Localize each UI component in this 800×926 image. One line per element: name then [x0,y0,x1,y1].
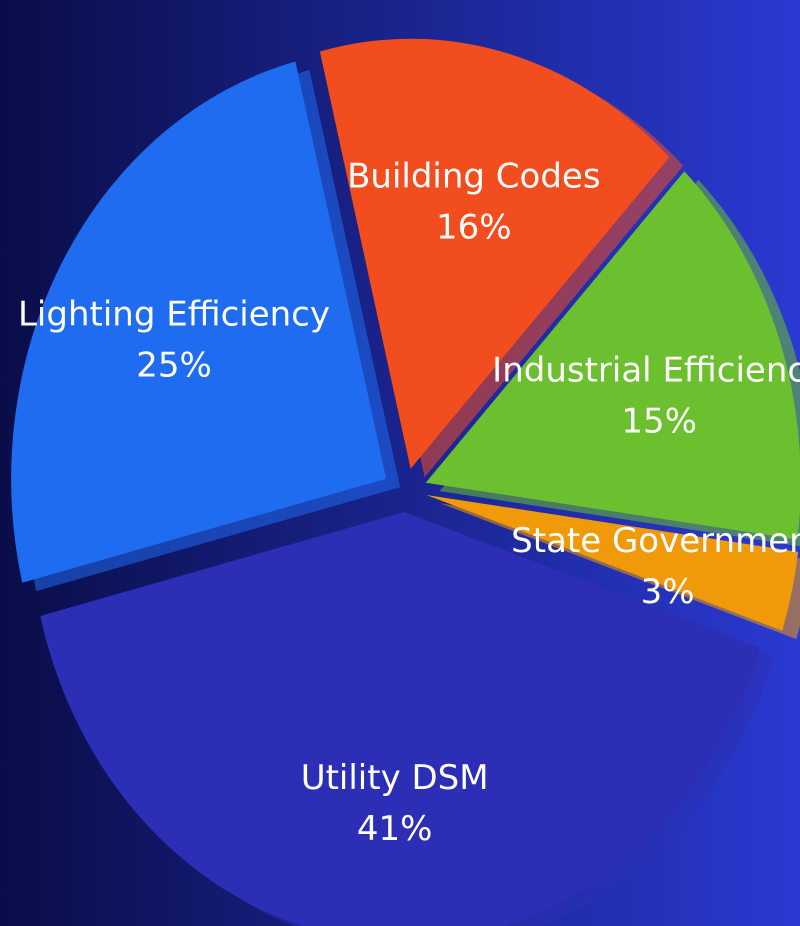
value-label: 16% [436,208,512,248]
value-label: 41% [357,809,433,849]
slice [426,494,799,631]
value-label: 3% [641,572,695,612]
labels: Building Codes 16% Industrial Efficiency 15… [18,157,800,849]
category-label: State Government [511,521,800,561]
slice [11,61,387,583]
slice-label: Utility DSM 41% [301,758,489,849]
pie [11,38,800,926]
slice-label: State Government 3% [511,521,800,612]
category-label: Lighting Efficiency [18,295,330,335]
category-label: Building Codes [347,157,601,197]
slice-label: Lighting Efficiency 25% [18,295,330,386]
slice [319,38,670,469]
value-label: 15% [621,402,697,442]
slice-side [440,503,800,640]
slice-label: Industrial Efficiency 15% [492,351,800,442]
slice-label: Building Codes 16% [347,157,601,248]
slice [425,171,800,540]
slice [40,511,760,926]
value-label: 25% [136,346,212,386]
category-label: Utility DSM [301,758,489,798]
category-label: Industrial Efficiency [492,351,800,391]
